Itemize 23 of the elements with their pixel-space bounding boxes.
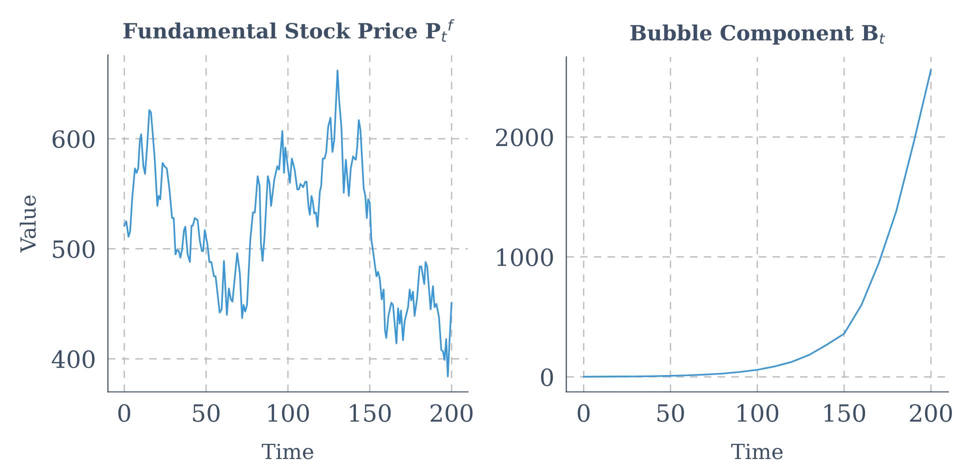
y-tick-label: 1000 xyxy=(497,248,553,266)
x-tick-label: 50 xyxy=(193,404,220,422)
x-tick-label: 0 xyxy=(118,404,130,422)
chart-title: Bubble Component B$_{t}$ xyxy=(630,24,886,45)
y-tick-label: 400 xyxy=(52,350,95,368)
y-tick-label: 2000 xyxy=(496,128,553,146)
line-series xyxy=(123,70,452,378)
y-tick-label: 500 xyxy=(53,240,95,258)
x-tick-label: 0 xyxy=(578,404,590,422)
x-tick-label: 50 xyxy=(657,404,684,422)
x-axis-title: Time xyxy=(731,444,783,460)
x-tick-label: 100 xyxy=(738,404,778,422)
y-tick-label: 0 xyxy=(541,368,553,386)
y-axis-title: Value xyxy=(20,196,36,253)
x-tick-label: 150 xyxy=(824,404,866,422)
x-axis-title: Time xyxy=(262,444,314,460)
x-tick-label: 200 xyxy=(910,404,952,422)
x-tick-label: 100 xyxy=(268,404,309,422)
y-tick-label: 600 xyxy=(52,130,95,148)
x-tick-label: 200 xyxy=(430,404,473,422)
line-series xyxy=(582,68,932,378)
x-tick-label: 150 xyxy=(350,404,391,422)
chart-title: Fundamental Stock Price P$_{t}$$^{f}$ xyxy=(123,19,454,42)
